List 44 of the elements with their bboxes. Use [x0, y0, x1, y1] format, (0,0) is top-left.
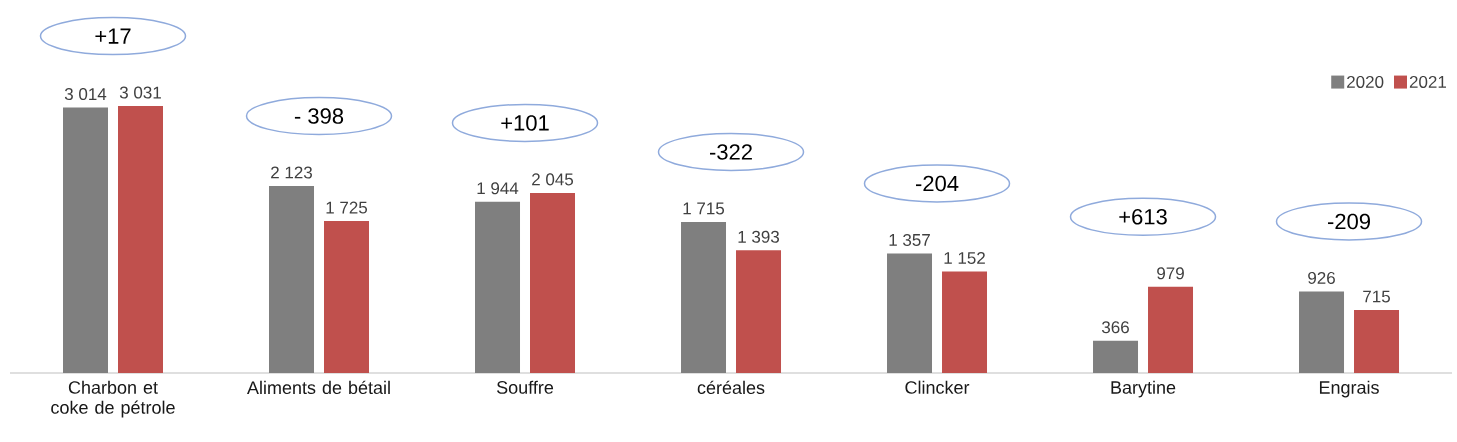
bar: [269, 186, 314, 373]
annotation: +101: [501, 115, 549, 131]
bar: [681, 221, 727, 373]
legend-label: 2021: [1409, 75, 1446, 88]
bar: [1148, 286, 1194, 373]
x-tick-label: Charbon et coke de pétrole: [51, 380, 175, 418]
legend-label: 2020: [1347, 75, 1384, 88]
x-tick-label: Clincker: [905, 380, 970, 394]
x-tick-label: Barytine: [1111, 380, 1176, 398]
data-label: 715: [1363, 290, 1390, 303]
bar: [324, 221, 369, 373]
data-label: 3 014: [64, 88, 107, 101]
bar: [1093, 340, 1139, 373]
x-tick-label: céréales: [697, 380, 765, 395]
bar: [887, 253, 933, 373]
data-label: 2 045: [532, 173, 574, 186]
bar: [63, 107, 108, 373]
data-label: 979: [1157, 267, 1184, 280]
data-label: 1 357: [889, 233, 930, 246]
x-tick-label: Souffre: [496, 380, 554, 394]
data-label: 1 715: [683, 202, 725, 215]
bar: [118, 106, 163, 373]
bar: [1354, 310, 1400, 373]
annotation: +613: [1119, 209, 1167, 225]
data-label: 366: [1101, 321, 1129, 334]
annotation: -209: [1327, 213, 1370, 230]
data-label: 926: [1308, 271, 1335, 284]
bar: [736, 250, 782, 373]
bar: [475, 201, 520, 373]
x-tick-label: Aliments de bétail: [247, 380, 390, 395]
data-label: 1 393: [738, 230, 779, 243]
annotation: -204: [915, 175, 959, 192]
annotation: - 398: [294, 108, 344, 124]
data-label: 3 031: [119, 86, 161, 99]
annotation: -322: [709, 144, 752, 160]
data-label: 1 944: [477, 182, 519, 195]
data-label: 1 725: [326, 201, 368, 214]
data-label: 2 123: [271, 166, 312, 179]
bar: [1299, 291, 1345, 373]
x-tick-label: Engrais: [1319, 380, 1379, 398]
bar: [530, 192, 575, 373]
text: +17: [95, 28, 131, 44]
data-label: 1 152: [944, 251, 985, 265]
bar: [942, 271, 988, 373]
